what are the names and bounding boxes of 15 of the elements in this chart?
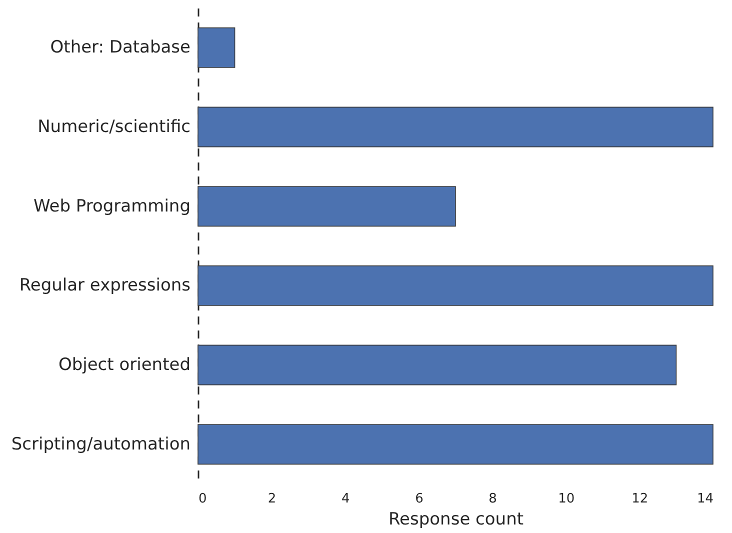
x-tick-label: 2 <box>268 492 276 506</box>
x-tick-label: 12 <box>632 492 648 506</box>
x-axis-title: Response count <box>388 510 524 530</box>
y-tick-label: Web Programming <box>33 196 190 216</box>
y-tick-label: Object oriented <box>58 355 190 375</box>
y-tick-label: Scripting/automation <box>11 434 190 454</box>
y-tick-label: Regular expressions <box>19 276 191 296</box>
y-tick-label: Numeric/scientific <box>38 117 190 137</box>
x-tick-label: 10 <box>558 492 575 506</box>
x-tick-label: 0 <box>198 492 207 506</box>
x-tick-label: 4 <box>342 492 350 506</box>
x-tick-label: 6 <box>415 492 424 506</box>
x-tick-label: 8 <box>488 492 497 506</box>
y-tick-label: Other: Database <box>50 38 190 58</box>
x-tick-label: 14 <box>696 492 714 506</box>
